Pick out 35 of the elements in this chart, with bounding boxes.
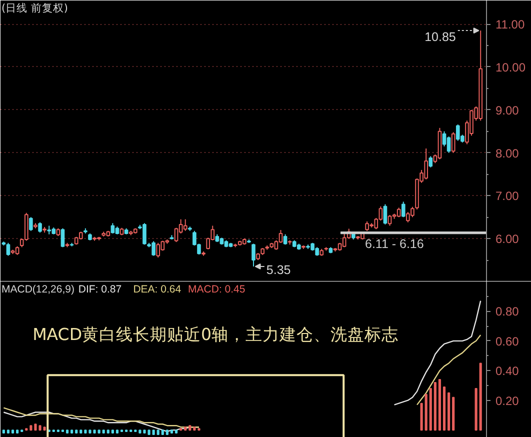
candlestick [252, 243, 256, 267]
candlestick [446, 136, 451, 154]
candlestick [38, 222, 42, 234]
candlestick [383, 204, 388, 225]
y-tick-label: 0.60 [496, 334, 520, 348]
candlestick [156, 242, 160, 258]
y-tick-label: 0.80 [496, 304, 520, 319]
chart-title: MACD(12,26,9) [2, 284, 74, 296]
candlestick [29, 216, 33, 232]
candlestick [401, 201, 406, 218]
candlestick [283, 234, 288, 246]
candlestick [428, 156, 433, 168]
candlestick [183, 218, 188, 232]
y-tick-label: 10.00 [496, 60, 526, 74]
y-tick-label: 0.20 [496, 394, 520, 408]
annotation: 10.85 [424, 30, 456, 44]
candlestick [110, 222, 115, 234]
text: MACD: 0.45 [188, 284, 246, 296]
chart-title: (日线 前复权) [2, 2, 68, 14]
candlestick [60, 228, 65, 248]
band-label: 6.11 - 6.16 [365, 236, 424, 251]
y-tick-label: 7.00 [496, 189, 520, 204]
candlestick [388, 214, 392, 226]
y-tick-label: 9.00 [496, 103, 520, 118]
text: DIF: 0.87 [78, 284, 122, 296]
y-tick-label: 11.00 [496, 18, 525, 32]
candlestick [451, 132, 456, 154]
annotation: MACD黄白线长期贴近0轴，主力建仓、洗盘标志 [32, 325, 399, 344]
y-tick-label: 6.00 [496, 232, 520, 246]
candlestick [174, 227, 178, 243]
text: DEA: 0.64 [133, 284, 182, 296]
y-tick-label: 0.40 [496, 364, 520, 378]
y-tick-label: 8.00 [496, 146, 520, 160]
candlestick [6, 242, 10, 256]
annotation: 5.35 [266, 262, 291, 277]
